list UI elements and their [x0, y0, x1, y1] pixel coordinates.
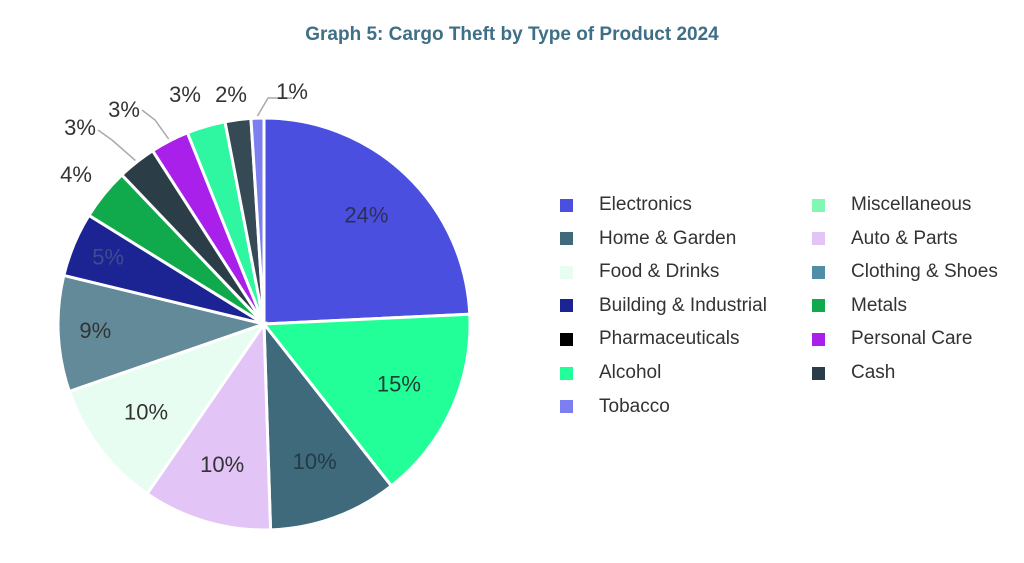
pie-data-label-food-and-drinks: 10%	[124, 400, 168, 425]
leader-line-cash	[97, 129, 136, 162]
pie-slice-clothing-and-shoes	[56, 273, 270, 394]
legend-swatch	[812, 366, 825, 380]
pie-data-label-auto-and-parts: 10%	[200, 452, 244, 477]
legend-label: Electronics	[599, 194, 692, 215]
legend-swatch	[812, 299, 825, 313]
pie-slice-home-and-garden	[262, 319, 394, 532]
legend-label: Personal Care	[851, 328, 973, 350]
pie-slice-tobacco	[249, 116, 266, 325]
legend-item-metals: Metals	[812, 295, 907, 317]
legend-swatch	[812, 232, 825, 246]
legend-item-electronics: Electronics	[560, 194, 692, 216]
legend-item-cash: Cash	[812, 362, 895, 384]
legend-item-pharmaceuticals: Pharmaceuticals	[560, 328, 739, 350]
legend-swatch	[560, 232, 573, 246]
legend-swatch	[560, 198, 573, 212]
pie-data-label-cash: 3%	[64, 115, 96, 140]
legend-swatch	[812, 332, 825, 346]
pie-slice-alcohol	[261, 312, 472, 489]
legend-label: Miscellaneous	[851, 194, 972, 215]
pie-data-label-tobacco: 1%	[276, 79, 308, 104]
legend-label: Building & Industrial	[599, 294, 767, 316]
legend-label: Pharmaceuticals	[599, 328, 740, 350]
pie-data-label-alcohol: 15%	[377, 371, 421, 396]
legend-swatch	[560, 265, 573, 279]
pie-data-label-electronics: 24%	[344, 203, 388, 228]
legend-swatch	[560, 332, 573, 346]
legend-item-food-and-drinks: Food & Drinks	[560, 261, 719, 283]
leader-line-personal-care	[141, 109, 170, 140]
legend-item-building-and-industrial: Building & Industrial	[560, 295, 767, 317]
legend-item-miscellaneous: Miscellaneous	[812, 194, 971, 216]
legend-item-home-and-garden: Home & Garden	[560, 228, 736, 250]
legend-label: Tobacco	[599, 395, 670, 417]
legend-item-personal-care: Personal Care	[812, 328, 972, 350]
pie-data-label-clothing-and-shoes: 9%	[79, 318, 111, 343]
chart-title: Graph 5: Cargo Theft by Type of Product …	[305, 24, 719, 45]
legend-label: Home & Garden	[599, 227, 737, 249]
legend-item-clothing-and-shoes: Clothing & Shoes	[812, 261, 998, 283]
leader-line-tobacco	[256, 97, 292, 117]
pie-data-label-personal-care: 3%	[108, 97, 140, 122]
legend-swatch	[560, 366, 573, 380]
legend-label: Clothing & Shoes	[851, 261, 998, 283]
legend-swatch	[812, 198, 825, 212]
legend-swatch	[560, 400, 573, 414]
pie-data-label-home-and-garden: 10%	[293, 449, 337, 474]
legend-swatch	[560, 299, 573, 313]
legend-label: Food & Drinks	[599, 261, 720, 283]
pie-data-label-building-and-industrial: 5%	[92, 245, 124, 270]
legend-label: Cash	[851, 362, 896, 383]
pie-data-label-miscellaneous: 3%	[169, 82, 201, 107]
pie-data-label-metals: 4%	[60, 162, 92, 187]
legend-label: Metals	[851, 294, 907, 316]
pie-slice-food-and-drinks	[67, 321, 268, 496]
pie-slice-auto-and-parts	[145, 319, 273, 532]
legend-label: Alcohol	[599, 362, 662, 383]
pie-slice-electronics	[262, 116, 472, 326]
legend-label: Auto & Parts	[851, 227, 958, 249]
pie-data-label-pharmaceuticals: 2%	[215, 82, 247, 107]
legend-item-auto-and-parts: Auto & Parts	[812, 228, 958, 250]
legend-item-alcohol: Alcohol	[560, 362, 661, 384]
legend-item-tobacco: Tobacco	[560, 396, 670, 418]
legend-swatch	[812, 265, 825, 279]
